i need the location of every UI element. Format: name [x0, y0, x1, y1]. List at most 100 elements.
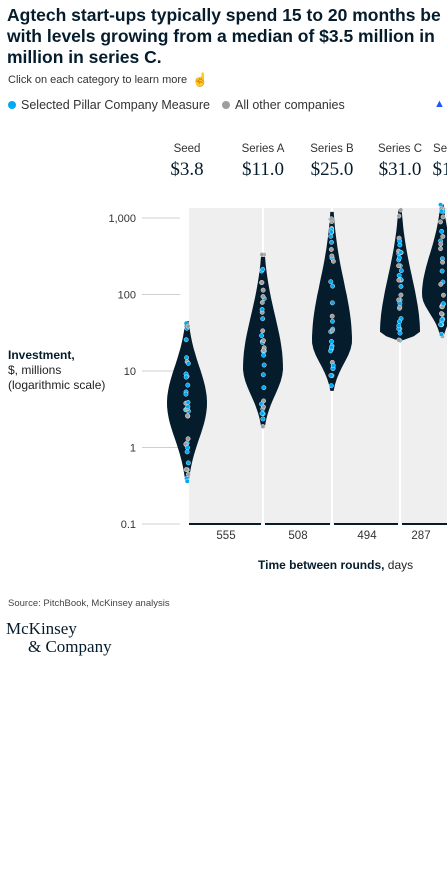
other-company-dot: [440, 259, 445, 265]
selected-company-dot: [398, 268, 404, 274]
violin-chart: 1,000 100 10 1 0.1 Seed $3.8 555 Series A $11.0 50…: [108, 143, 447, 542]
selected-company-dot: [330, 363, 336, 368]
other-company-dot: [261, 404, 266, 410]
logo-line-1: McKinsey: [6, 619, 77, 638]
selected-company-dot: [185, 361, 191, 366]
other-company-dot: [259, 280, 265, 285]
selected-company-dot: [259, 307, 265, 312]
selected-company-dot: [328, 373, 334, 378]
legend-dot-selected-icon: [8, 101, 16, 109]
selected-company-dot: [185, 404, 191, 410]
selected-company-dot: [330, 283, 336, 289]
selected-company-dot: [397, 319, 402, 325]
selected-company-dot: [185, 382, 191, 388]
chart-title: Agtech start-ups typically spend 15 to 2…: [7, 5, 447, 68]
y-axis-label-line-1: Investment,: [8, 348, 75, 362]
title-line-3: million in series C.: [7, 47, 162, 67]
category-median-label: $31.0: [379, 159, 422, 180]
selected-company-dot: [259, 411, 265, 416]
selected-company-dot: [185, 460, 191, 466]
other-company-dot: [186, 471, 191, 477]
selected-company-dot: [330, 318, 335, 324]
other-company-dot: [260, 328, 266, 334]
legend-label-others: All other companies: [234, 98, 345, 112]
legend-item-others[interactable]: All other companies: [221, 98, 345, 112]
y-axis-label: Investment, $, millions (logarithmic sca…: [8, 348, 105, 393]
selected-company-dot: [183, 391, 189, 397]
selected-company-dot: [439, 317, 445, 322]
selected-company-dot: [438, 322, 443, 327]
selected-company-dot: [259, 333, 264, 338]
other-company-dot: [438, 219, 443, 225]
other-company-dot: [259, 252, 265, 257]
selected-company-dot: [328, 279, 334, 285]
legend-item-selected[interactable]: Selected Pillar Company Measure: [8, 98, 210, 112]
selected-company-dot: [184, 478, 190, 484]
days-between-label: 555: [216, 530, 235, 542]
selected-company-dot: [261, 385, 267, 391]
other-company-dot: [328, 247, 334, 252]
selected-company-dot: [329, 339, 334, 344]
legend-dot-others-icon: [221, 101, 230, 109]
selected-company-dot: [439, 228, 445, 234]
y-tick-label: 1: [130, 443, 136, 455]
pointer-hand-icon: ☝: [192, 72, 209, 87]
selected-company-dot: [329, 344, 334, 350]
selected-company-dot: [439, 268, 445, 274]
selected-company-dot: [397, 330, 403, 336]
category-median-label: $3.8: [170, 159, 203, 180]
other-company-dot: [261, 347, 267, 353]
selected-company-dot: [260, 372, 266, 378]
selected-company-dot: [397, 238, 403, 244]
days-between-label: 287: [411, 530, 430, 542]
selected-company-dot: [439, 208, 444, 214]
selected-company-dot: [440, 301, 446, 307]
category-name: Series C: [378, 143, 422, 155]
selected-company-dot: [396, 323, 402, 329]
other-company-dot: [185, 413, 190, 419]
other-company-dot: [396, 263, 401, 269]
other-company-dot: [396, 337, 402, 343]
selected-company-dot: [438, 331, 444, 337]
other-company-dot: [260, 424, 266, 429]
other-company-dot: [398, 207, 404, 213]
category-name: Ser: [433, 143, 447, 155]
selected-company-dot: [185, 445, 190, 451]
selected-company-dot: [398, 284, 404, 289]
other-company-dot: [329, 313, 335, 319]
selected-company-dot: [183, 337, 189, 343]
y-tick-label: 0.1: [121, 519, 136, 531]
selected-company-dot: [398, 249, 404, 255]
selected-company-dot: [396, 272, 402, 278]
plot-panel: [189, 208, 447, 524]
y-axis-label-line-3: (logarithmic scale): [8, 378, 106, 392]
x-axis-label: Time between rounds, days: [258, 558, 413, 572]
selected-company-dot: [328, 229, 334, 235]
other-company-dot: [438, 246, 443, 252]
other-company-dot: [440, 234, 446, 239]
selected-company-dot: [184, 449, 190, 455]
other-company-dot: [396, 277, 402, 283]
selected-company-dot: [260, 266, 266, 272]
x-axis-label-rest: days: [384, 558, 414, 572]
y-tick-label: 10: [124, 366, 136, 378]
other-company-dot: [260, 287, 266, 293]
category-name: Series B: [310, 143, 354, 155]
selected-company-dot: [329, 300, 335, 306]
selected-company-dot: [261, 352, 267, 358]
y-tick-label: 100: [118, 290, 136, 302]
other-company-dot: [185, 436, 191, 442]
category-median-label: $11.0: [242, 159, 284, 180]
selected-company-dot: [183, 374, 189, 380]
other-company-dot: [438, 241, 444, 247]
title-line-1: Agtech start-ups typically spend 15 to 2…: [7, 5, 441, 25]
other-company-dot: [261, 338, 266, 344]
category-name: Seed: [174, 143, 201, 155]
days-between-label: 494: [357, 530, 377, 542]
subtitle-text: Click on each category to learn more: [8, 74, 188, 86]
y-axis-label-line-2: $, millions: [8, 363, 62, 377]
y-tick-label: 1,000: [108, 213, 136, 225]
selected-company-dot: [329, 239, 334, 245]
other-company-dot: [329, 253, 335, 259]
selected-company-dot: [260, 316, 266, 322]
